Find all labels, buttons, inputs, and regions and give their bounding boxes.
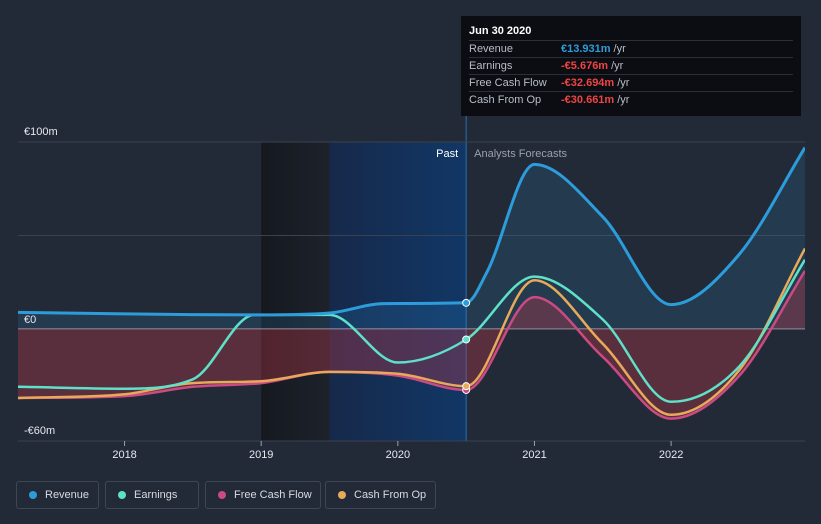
y-tick-label: -€60m [24,425,55,437]
legend-item-free-cash-flow[interactable]: Free Cash Flow [205,481,321,509]
x-tick-label: 2018 [112,449,136,461]
fcf-dot-icon [218,491,226,499]
earnings-dot-icon [118,491,126,499]
tooltip-value: -€30.661m/yr [561,94,630,106]
legend-label: Free Cash Flow [234,489,312,501]
legend-item-earnings[interactable]: Earnings [105,481,199,509]
revenue-area [18,147,805,329]
cfo-marker [462,382,471,391]
past-band [261,142,330,441]
legend-item-cash-from-op[interactable]: Cash From Op [325,481,436,509]
y-tick-label: €100m [24,126,58,138]
tooltip-date: Jun 30 2020 [469,25,532,37]
tooltip-value: -€5.676m/yr [561,60,624,72]
x-tick-label: 2022 [659,449,683,461]
forecast-label: Analysts Forecasts [474,148,567,160]
cfo-dot-icon [338,491,346,499]
legend-label: Cash From Op [354,489,427,501]
tooltip-row-earnings: Earnings -€5.676m/yr [469,57,793,74]
legend-label: Earnings [134,489,178,501]
legend-label: Revenue [45,489,90,501]
tooltip-value: -€32.694m/yr [561,77,630,89]
earnings-line [18,259,805,404]
tooltip-row-revenue: Revenue €13.931m/yr [469,40,793,57]
x-tick-label: 2019 [249,449,273,461]
tooltip-row-fcf: Free Cash Flow -€32.694m/yr [469,74,793,91]
tooltip-label: Earnings [469,60,513,72]
y-tick-label: €0 [24,314,36,326]
tooltip-label: Free Cash Flow [469,77,547,89]
tooltip-label: Revenue [469,43,514,55]
earnings-marker [462,335,471,344]
revenue-line [18,146,805,317]
legend-item-revenue[interactable]: Revenue [16,481,99,509]
tooltip-label: Cash From Op [469,94,542,106]
tooltip: Jun 30 2020 Revenue €13.931m/yr Earnings… [461,16,801,116]
past-label: Past [436,148,458,160]
tooltip-value: €13.931m/yr [561,43,626,55]
revenue-dot-icon [29,491,37,499]
highlight-band [329,142,467,441]
x-tick-label: 2021 [522,449,546,461]
tooltip-row-cfo: Cash From Op -€30.661m/yr [469,91,793,108]
revenue-marker [462,298,471,307]
x-tick-label: 2020 [386,449,410,461]
